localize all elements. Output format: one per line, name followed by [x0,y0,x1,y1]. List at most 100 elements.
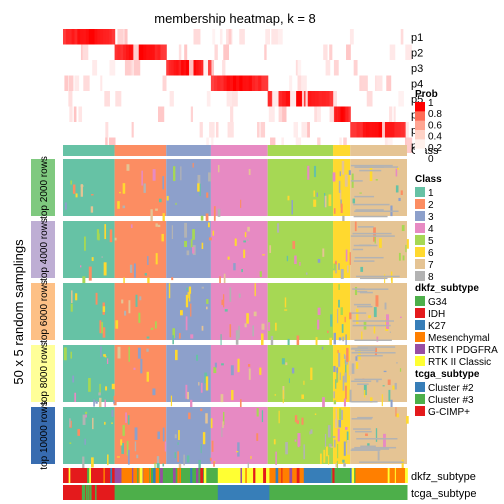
prob-cell [206,91,211,107]
membership-noise [192,162,194,168]
prob-cell [405,122,409,138]
membership-noise [146,348,149,352]
membership-noise [238,325,240,339]
row-group-band [31,159,55,216]
membership-noise [340,199,342,208]
class-annotation-cell [166,145,211,156]
membership-noise [178,430,180,440]
membership-noise [243,249,246,258]
prob-cell [406,137,413,153]
membership-noise [301,394,305,399]
prob-cell [359,122,364,138]
prob-cell [228,29,232,45]
prob-cell [242,75,247,91]
prob-legend-swatch [415,139,425,150]
membership-noise [357,226,374,228]
membership-noise [200,444,202,454]
membership-noise [340,203,343,213]
prob-cell [366,122,370,138]
prob-cell [111,29,116,45]
prob-cell [124,29,128,45]
prob-cell [114,44,119,60]
membership-noise [205,213,209,223]
membership-noise [220,334,222,347]
class-annotation-cell [350,145,407,156]
prob-legend-tick: 0.2 [428,143,442,154]
membership-noise [396,413,399,418]
prob-cell [278,106,285,122]
prob-cell [353,60,358,76]
membership-noise [333,365,336,373]
membership-noise [270,335,274,346]
membership-noise [239,399,242,408]
membership-noise [244,323,247,328]
membership-noise [354,221,357,232]
prob-cell [68,29,73,45]
membership-noise [345,249,348,262]
membership-noise [357,288,389,290]
class-legend-label: 4 [428,224,434,235]
prob-cell [193,60,197,76]
membership-noise [197,183,200,192]
prob-cell [149,44,153,60]
membership-noise [352,288,366,290]
tcga-subtype-cell [269,485,408,500]
membership-noise [327,330,329,334]
membership-noise [340,410,344,421]
membership-noise [170,395,173,407]
membership-noise [231,389,234,401]
membership-noise [217,208,221,217]
membership-noise [294,439,297,442]
bottom-annotation-tracks: dkfz_subtype tcga_subtype [63,468,476,500]
membership-noise [117,201,120,209]
membership-noise [200,382,203,393]
membership-noise [92,417,94,430]
row-group-label: top 6000 rows [39,280,50,343]
membership-noise [221,363,224,366]
prob-cell [109,60,116,76]
membership-noise [113,400,115,404]
membership-noise [235,330,239,345]
dkfz-legend-label: Mesenchymal [428,333,490,344]
prob-cell [322,91,327,107]
prob-cell [307,122,310,138]
membership-noise [332,436,336,438]
membership-noise [396,362,398,364]
membership-noise [284,309,288,311]
membership-noise [294,255,297,265]
membership-noise [177,442,179,445]
membership-noise [105,386,108,391]
membership-noise [317,307,321,315]
dkfz-subtype-cell [350,468,353,483]
dkfz-subtype-cell [355,468,374,483]
membership-noise [77,429,81,436]
prob-legend-swatch [415,130,425,140]
tcga-legend-swatch [415,394,425,404]
membership-noise [330,446,333,448]
prob-cell [344,106,347,122]
membership-noise [354,195,375,198]
membership-noise [297,433,301,447]
membership-noise [353,215,388,218]
tcga-subtype-cell [85,485,88,500]
membership-noise [395,185,399,193]
membership-noise [347,439,350,455]
membership-noise [80,265,82,268]
prob-legend-tick: 0.4 [428,132,442,143]
membership-noise [99,397,102,413]
membership-noise [208,172,211,182]
membership-noise [381,394,383,407]
membership-noise [244,232,247,238]
membership-noise [337,428,340,442]
membership-noise [157,431,160,440]
prob-cell [92,60,98,76]
membership-noise [199,183,201,197]
class-legend-swatch [415,247,425,257]
membership-noise [355,430,372,433]
membership-noise [359,192,362,194]
prob-cell [196,60,200,76]
membership-noise [339,171,341,177]
membership-noise [333,391,335,399]
membership-noise [91,457,94,468]
membership-noise [328,443,332,448]
